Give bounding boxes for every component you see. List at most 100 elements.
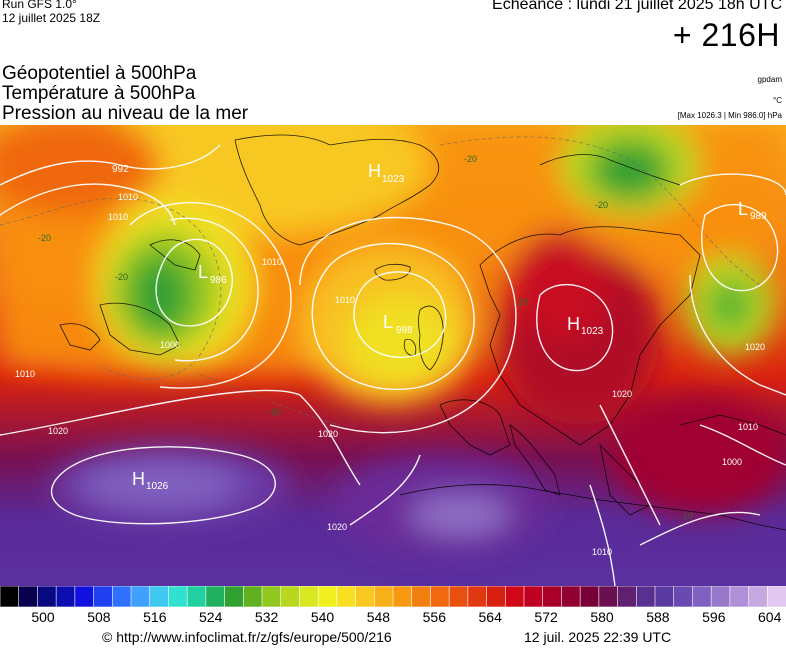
- lead-time: + 216H: [672, 17, 780, 53]
- colorbar-label: 580: [590, 609, 614, 625]
- colorbar-swatch: [111, 586, 132, 607]
- pressure-center: H 1023: [567, 314, 604, 337]
- colorbar-swatch: [673, 586, 694, 607]
- colorbar-swatch: [0, 586, 20, 607]
- pressure-center-value: 986: [210, 275, 227, 286]
- pressure-center: H 1026: [132, 469, 169, 492]
- colorbar-swatch: [579, 586, 600, 607]
- isobar-label: 1020: [48, 426, 68, 436]
- temperature-label: -20: [115, 272, 128, 282]
- colorbar-swatch: [37, 586, 57, 607]
- source-url[interactable]: © http://www.infoclimat.fr/z/gfs/europe/…: [102, 629, 392, 645]
- temperature-label: -20: [515, 297, 528, 307]
- isobar-label: 1010: [108, 212, 128, 222]
- colorbar: [0, 586, 786, 607]
- colorbar-label: 532: [254, 609, 279, 625]
- forecast-valid-time: Echéance : lundi 21 juillet 2025 18h UTC: [492, 0, 782, 13]
- temperature-label: -10: [268, 407, 281, 417]
- pressure-centers: H 1023 992 L 986 L 998 L 989 H 1023 H 10…: [112, 161, 767, 492]
- isobar-label: 1010: [738, 422, 758, 432]
- colorbar-swatch: [299, 586, 319, 607]
- pressure-center-value: 1023: [581, 326, 604, 337]
- colorbar-swatch: [280, 586, 301, 607]
- colorbar-swatch: [392, 586, 413, 607]
- isobar-label: 1010: [592, 547, 612, 557]
- pressure-center-value: 989: [750, 211, 767, 222]
- colorbar-swatch: [430, 586, 450, 607]
- generation-timestamp: 12 juil. 2025 22:39 UTC: [524, 629, 672, 645]
- isobar-label: 1020: [318, 429, 338, 439]
- map-title-geopotential: Géopotentiel à 500hPa: [2, 63, 197, 84]
- colorbar-swatch: [74, 586, 95, 607]
- colorbar-swatch: [411, 586, 432, 607]
- colorbar-label: 516: [143, 609, 167, 625]
- colorbar-swatch: [355, 586, 376, 607]
- isobar-label: 1020: [745, 342, 765, 352]
- map-title-pressure: Pression au niveau de la mer: [2, 103, 249, 124]
- map-title-temperature: Température à 500hPa: [2, 83, 196, 104]
- isobar-label: 1000: [160, 340, 180, 350]
- temperature-label: -20: [595, 200, 608, 210]
- colorbar-swatch: [55, 586, 76, 607]
- colorbar-swatch: [373, 586, 394, 607]
- colorbar-swatch: [336, 586, 357, 607]
- pressure-center: L 998: [383, 312, 413, 336]
- isobar-label: 1020: [612, 389, 632, 399]
- pressure-center-letter: L: [198, 262, 208, 282]
- colorbar-swatch: [598, 586, 619, 607]
- isobars: [0, 144, 786, 586]
- isobar-label: 1010: [118, 192, 138, 202]
- colorbar-label: 540: [310, 609, 335, 625]
- colorbar-swatch: [317, 586, 338, 607]
- pressure-center-letter: H: [368, 161, 381, 181]
- colorbar-label: 596: [702, 609, 726, 625]
- colorbar-swatch: [486, 586, 507, 607]
- colorbar-label: 604: [758, 609, 782, 625]
- colorbar-swatch: [542, 586, 563, 607]
- colorbar-swatch: [561, 586, 581, 607]
- colorbar-label: 548: [366, 609, 391, 625]
- pressure-center-value: 1023: [382, 174, 405, 185]
- colorbar-label: 564: [478, 609, 502, 625]
- unit-geopotential: gpdam: [757, 75, 782, 84]
- colorbar-label: 524: [199, 609, 223, 625]
- colorbar-label: 508: [87, 609, 111, 625]
- colorbar-label: 572: [534, 609, 558, 625]
- colorbar-label: 556: [422, 609, 446, 625]
- colorbar-swatch: [130, 586, 151, 607]
- isobar-label: 1010: [15, 369, 35, 379]
- pressure-center-letter: L: [383, 312, 393, 332]
- colorbar-swatch: [523, 586, 544, 607]
- colorbar-swatch: [504, 586, 525, 607]
- pressure-center: H 1023: [368, 161, 405, 185]
- colorbar-swatch: [766, 586, 786, 607]
- temperature-isotherms: [0, 136, 761, 426]
- pressure-range: [Max 1026.3 | Min 986.0] hPa: [677, 111, 782, 120]
- isobar-label: 1010: [262, 257, 282, 267]
- colorbar-swatch: [186, 586, 207, 607]
- colorbar-swatch: [168, 586, 188, 607]
- temperature-label: -20: [464, 154, 477, 164]
- colorbar-swatch: [617, 586, 638, 607]
- colorbar-swatch: [710, 586, 731, 607]
- isobar-label: 1020: [327, 522, 347, 532]
- pressure-center: L 989: [738, 199, 767, 222]
- colorbar-labels: 500 508 516 524 532 540 548 556 564 572 580 588 596 6…: [0, 609, 786, 627]
- weather-map[interactable]: H 1023 992 L 986 L 998 L 989 H 1023 H 10…: [0, 125, 786, 586]
- colorbar-swatch: [654, 586, 675, 607]
- run-label: Run GFS 1.0°: [2, 0, 77, 11]
- pressure-center-letter: H: [132, 469, 145, 489]
- colorbar-swatch: [748, 586, 769, 607]
- colorbar-swatch: [242, 586, 263, 607]
- colorbar-label: 588: [646, 609, 670, 625]
- colorbar-swatch: [729, 586, 750, 607]
- pressure-center: L 986: [198, 262, 227, 286]
- temperature-label: -20: [38, 233, 51, 243]
- colorbar-swatch: [149, 586, 170, 607]
- colorbar-swatch: [18, 586, 39, 607]
- isobar-label: 1010: [335, 295, 355, 305]
- colorbar-swatch: [261, 586, 282, 607]
- colorbar-label: 500: [31, 609, 55, 625]
- pressure-center: 992: [112, 164, 129, 175]
- pressure-center-value: 992: [112, 164, 129, 175]
